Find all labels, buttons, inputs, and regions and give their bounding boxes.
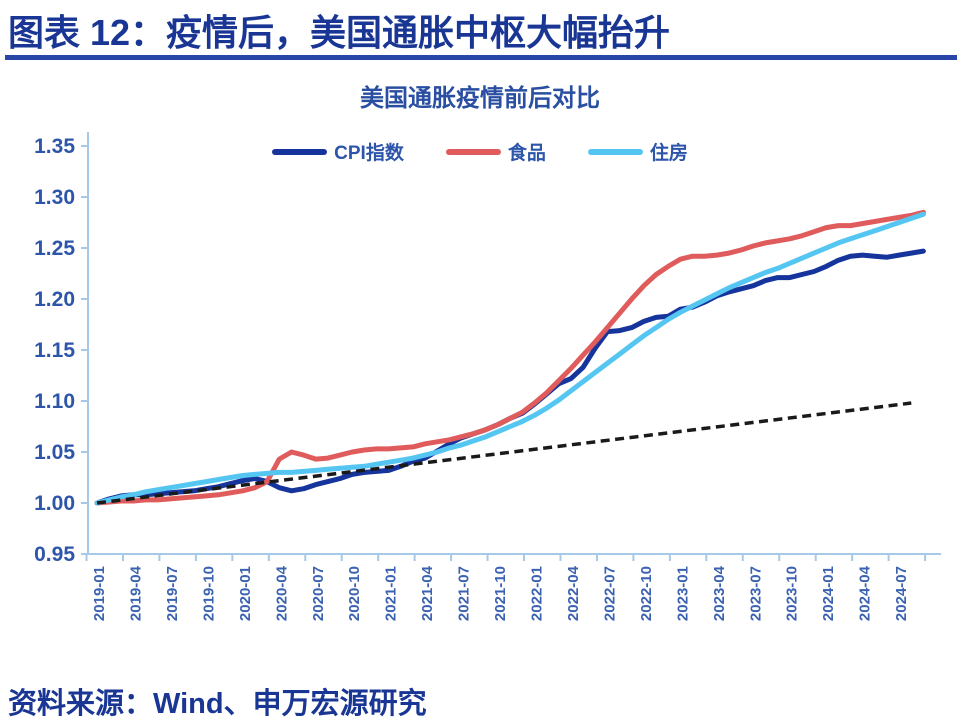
legend-item-housing: 住房 [587,138,688,165]
x-tick-label: 2020-07 [310,566,327,621]
series-line-housing [94,211,926,506]
x-tick-label: 2022-04 [565,565,582,621]
legend-swatch-food-line [445,148,501,155]
legend-label-cpi: CPI指数 [334,143,404,164]
legend-item-food: 食品 [445,138,546,165]
x-tick-label: 2023-07 [747,566,764,621]
x-tick-label: 2024-07 [893,566,910,621]
y-tick-label: 1.00 [34,492,75,515]
legend-swatch-cpi-line [272,148,328,155]
x-tick-label: 2021-01 [383,566,400,621]
x-tick-label: 2024-01 [820,566,837,621]
x-tick-label: 2021-10 [492,566,509,621]
legend-item-cpi: CPI指数 [272,138,404,165]
x-tick-label: 2022-01 [529,566,546,621]
y-tick-label: 1.25 [34,237,75,260]
x-tick-label: 2023-01 [674,566,691,621]
y-tick-label: 1.30 [34,186,75,209]
figure-caption: 图表 12：疫情后，美国通胀中枢大幅抬升 [8,12,671,53]
y-tick-label: 1.35 [34,135,75,158]
x-tick-label: 2022-07 [601,566,618,621]
x-tick-label: 2023-04 [711,565,728,621]
y-tick-label: 1.10 [34,390,75,413]
x-tick-label: 2021-07 [456,566,473,621]
series-line-food [94,209,926,506]
x-tick-label: 2019-01 [91,566,108,621]
x-tick-label: 2019-04 [128,565,145,621]
x-tick-label: 2020-04 [273,565,290,621]
caption-underline [5,55,957,60]
data-source-note: 资料来源：Wind、申万宏源研究 [8,688,427,720]
legend-label-housing: 住房 [649,143,688,164]
trend-dashed-line [96,401,912,505]
y-tick-label: 1.20 [34,288,75,311]
x-tick-label: 2021-04 [419,565,436,621]
x-tick-label: 2019-10 [200,566,217,621]
y-tick-label: 1.05 [34,441,75,464]
x-tick-label: 2023-10 [784,566,801,621]
chart-legend: CPI指数 食品 住房 [0,138,960,165]
x-tick-label: 2024-04 [857,565,874,621]
x-tick-label: 2022-10 [638,566,655,621]
y-tick-label: 0.95 [34,543,75,566]
legend-label-food: 食品 [507,143,546,164]
series-line-cpi [94,248,926,506]
chart-title: 美国通胀疫情前后对比 [360,85,600,112]
x-tick-label: 2019-07 [164,566,181,621]
x-tick-label: 2020-01 [237,566,254,621]
y-tick-label: 1.15 [34,339,75,362]
x-tick-label: 2020-10 [346,566,363,621]
legend-swatch-housing-line [587,148,643,155]
